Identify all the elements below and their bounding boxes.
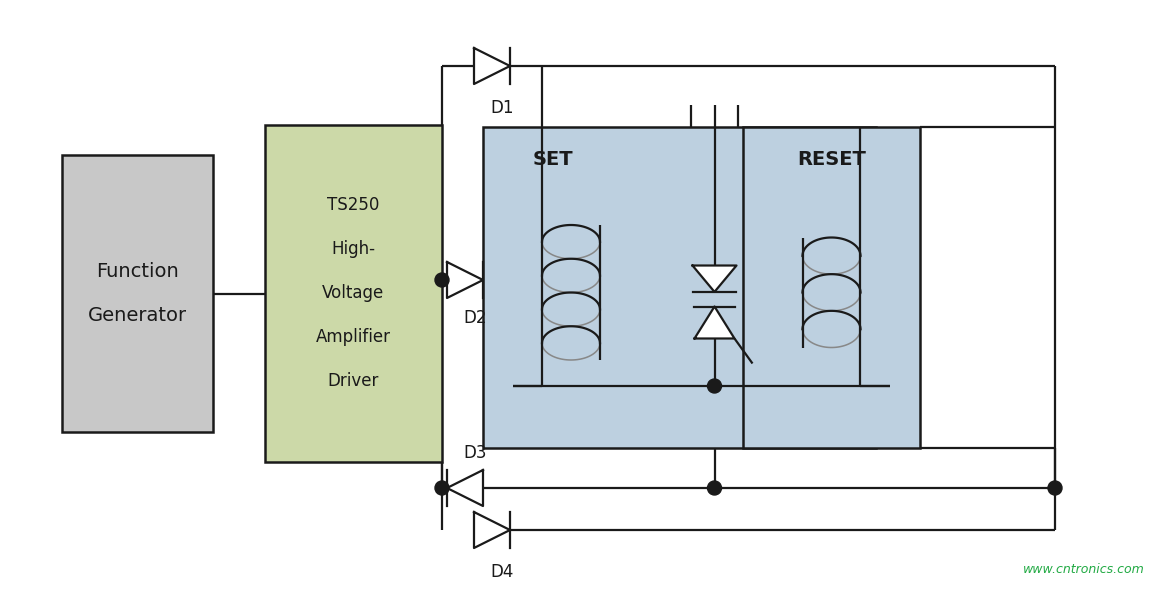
Polygon shape [694, 306, 734, 339]
Text: SET: SET [533, 150, 573, 169]
Circle shape [707, 379, 721, 393]
Polygon shape [447, 262, 483, 298]
Circle shape [1047, 481, 1061, 495]
Text: www.cntronics.com: www.cntronics.com [1023, 563, 1144, 576]
Text: Generator: Generator [88, 306, 187, 325]
Polygon shape [692, 265, 736, 292]
Text: Driver: Driver [327, 372, 379, 390]
Polygon shape [473, 48, 510, 84]
Bar [483, 127, 876, 448]
Bar [743, 127, 920, 448]
Text: High-: High- [332, 241, 375, 259]
Circle shape [435, 273, 449, 287]
Text: D4: D4 [490, 563, 513, 581]
Circle shape [707, 481, 721, 495]
Polygon shape [473, 512, 510, 548]
Circle shape [435, 481, 449, 495]
Bar [62, 155, 213, 432]
Text: TS250: TS250 [327, 197, 380, 215]
Bar [265, 125, 442, 462]
Text: Amplifier: Amplifier [316, 328, 390, 346]
Text: Voltage: Voltage [323, 284, 385, 303]
Text: D1: D1 [490, 99, 513, 117]
Text: Function: Function [96, 262, 179, 281]
Polygon shape [447, 470, 483, 506]
Text: D2: D2 [463, 309, 486, 327]
Text: D3: D3 [463, 444, 486, 462]
Text: RESET: RESET [797, 150, 866, 169]
